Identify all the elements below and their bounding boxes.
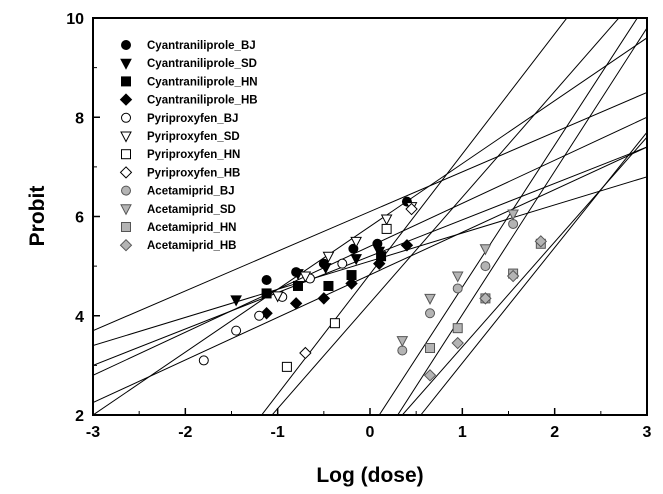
legend-label: Pyriproxyfen_SD xyxy=(147,131,240,143)
y-tick-label: 4 xyxy=(75,309,84,326)
x-tick-label: 0 xyxy=(366,424,375,441)
data-point xyxy=(350,236,362,248)
data-point xyxy=(317,292,331,305)
data-point xyxy=(451,336,464,350)
data-point xyxy=(507,209,519,221)
data-point xyxy=(534,235,548,248)
data-point xyxy=(452,323,463,334)
x-tick-label: -3 xyxy=(86,424,100,441)
data-point xyxy=(400,239,414,252)
fit-line xyxy=(271,18,620,415)
x-axis: -3 -2 -1 0 1 2 3 xyxy=(86,408,652,441)
data-point xyxy=(508,218,519,229)
legend-marker xyxy=(119,93,133,106)
legend-marker xyxy=(121,185,131,196)
data-point xyxy=(292,280,303,291)
legend-marker xyxy=(119,166,133,179)
data-point xyxy=(479,244,492,256)
data-point xyxy=(299,271,312,283)
data-point xyxy=(261,288,272,299)
data-point xyxy=(452,283,463,294)
fit-line xyxy=(93,176,647,347)
y-tick-label: 10 xyxy=(66,11,84,28)
data-point xyxy=(480,261,491,272)
data-point xyxy=(373,257,386,270)
data-point xyxy=(329,318,340,329)
x-tick-label: 1 xyxy=(458,424,467,441)
legend-marker xyxy=(121,222,131,232)
legend-label: Acetamiprid_BJ xyxy=(147,186,235,198)
fit-line xyxy=(397,27,647,415)
legend-label: Cyantraniliprole_HB xyxy=(147,95,258,107)
data-point xyxy=(254,310,265,321)
legend-label: Acetamiprid_SD xyxy=(147,204,236,216)
y-axis-title: Probit xyxy=(26,186,49,247)
legend-label: Acetamiprid_HB xyxy=(147,240,236,252)
fit-line xyxy=(93,91,647,332)
legend-label: Pyriproxyfen_HB xyxy=(147,167,240,179)
legend-marker xyxy=(120,131,132,143)
data-point xyxy=(423,369,437,382)
data-point xyxy=(345,277,358,290)
legend-label: Cyantraniliprole_BJ xyxy=(147,40,256,52)
legend-label: Cyantraniliprole_HN xyxy=(147,76,258,88)
x-tick-label: -1 xyxy=(271,424,285,441)
legend-marker xyxy=(121,76,131,87)
fit-line xyxy=(401,136,647,415)
data-point xyxy=(231,325,242,336)
data-point xyxy=(289,297,303,310)
data-point xyxy=(425,343,436,354)
fit-line xyxy=(93,146,647,366)
data-point xyxy=(261,275,272,286)
data-point xyxy=(350,254,362,266)
data-point xyxy=(271,291,284,303)
legend-marker xyxy=(121,40,131,50)
fit-line xyxy=(378,18,638,415)
data-point xyxy=(425,308,436,319)
x-axis-title: Log (dose) xyxy=(316,464,423,487)
data-point xyxy=(506,269,520,283)
data-point xyxy=(281,361,292,372)
data-point xyxy=(319,263,332,275)
data-point xyxy=(479,292,492,305)
data-point xyxy=(424,293,436,305)
data-markers xyxy=(198,196,548,382)
legend-marker xyxy=(119,238,133,252)
x-tick-label: -2 xyxy=(178,424,192,441)
data-point xyxy=(230,295,242,307)
y-tick-label: 8 xyxy=(75,110,84,127)
y-axis: 2 4 6 8 10 xyxy=(66,11,100,425)
legend-marker xyxy=(121,112,131,123)
legend: Cyantraniliprole_BJ Cyantraniliprole_SD Cy… xyxy=(119,40,258,252)
data-point xyxy=(337,258,348,269)
data-point xyxy=(323,280,334,291)
legend-label: Pyriproxyfen_BJ xyxy=(147,113,238,125)
data-point xyxy=(396,336,409,348)
y-tick-label: 2 xyxy=(75,408,84,425)
data-point xyxy=(451,271,464,283)
data-point xyxy=(381,223,392,234)
fit-line xyxy=(93,116,647,376)
legend-marker xyxy=(120,204,132,216)
data-point xyxy=(322,251,335,263)
legend-label: Cyantraniliprole_SD xyxy=(147,58,257,70)
legend-marker xyxy=(120,58,132,70)
fit-line xyxy=(93,37,647,415)
legend-label: Pyriproxyfen_HN xyxy=(147,149,240,161)
fit-lines xyxy=(93,18,647,415)
data-point xyxy=(380,214,393,226)
legend-label: Acetamiprid_HN xyxy=(147,222,236,234)
data-point xyxy=(397,345,408,356)
legend-marker xyxy=(121,149,131,160)
x-tick-label: 3 xyxy=(643,424,652,441)
data-point xyxy=(198,355,209,366)
data-point xyxy=(405,202,418,216)
x-tick-label: 2 xyxy=(550,424,559,441)
y-tick-label: 6 xyxy=(75,210,84,227)
data-point xyxy=(299,346,312,360)
